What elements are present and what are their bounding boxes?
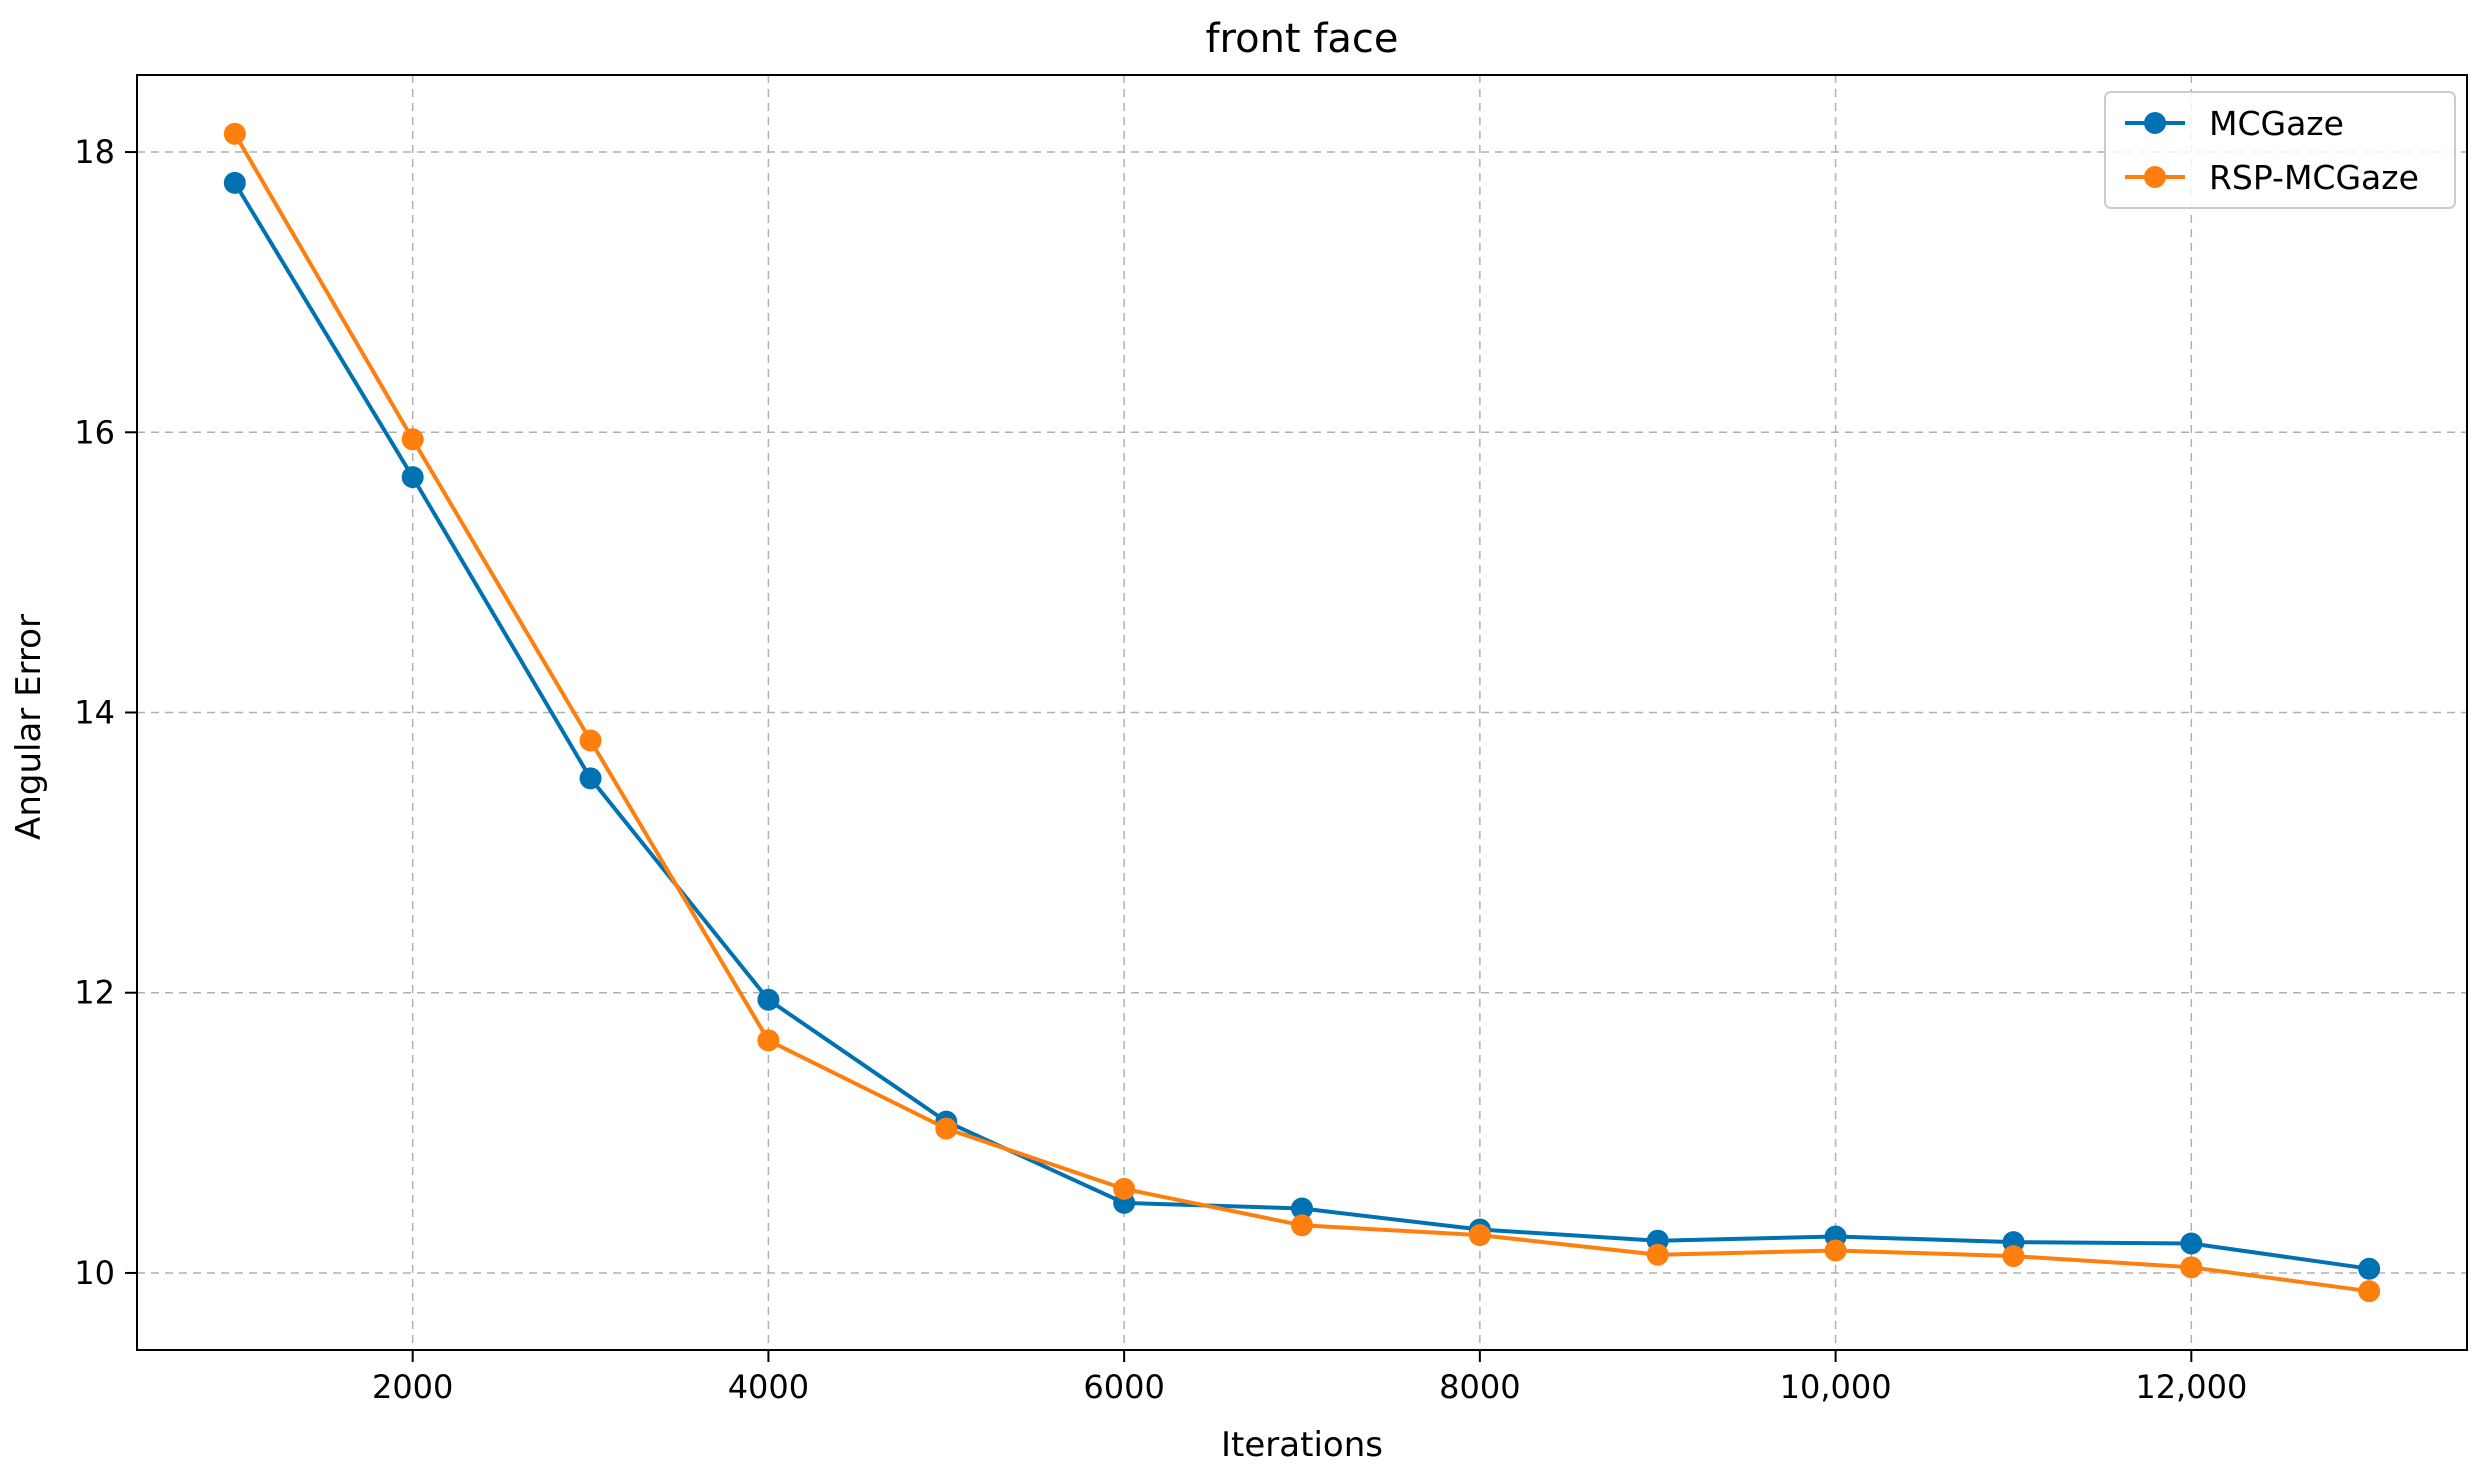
y-axis-label: Angular Error — [9, 614, 49, 840]
x-tick-label: 2000 — [372, 1368, 453, 1406]
y-tick-label: 14 — [74, 694, 115, 732]
data-point — [579, 767, 602, 790]
x-tick-label: 4000 — [728, 1368, 809, 1406]
x-tick-label: 8000 — [1439, 1368, 1520, 1406]
data-point — [2002, 1245, 2025, 1268]
data-point — [579, 729, 602, 752]
data-point — [1646, 1243, 1669, 1266]
data-point — [1113, 1177, 1136, 1200]
x-tick-label: 6000 — [1083, 1368, 1164, 1406]
legend-marker — [2144, 166, 2166, 188]
legend-label: MCGaze — [2209, 104, 2344, 143]
x-axis-label: Iterations — [1221, 1425, 1383, 1465]
data-point — [1468, 1224, 1491, 1247]
data-point — [1291, 1197, 1313, 1220]
x-tick-label: 10,000 — [1780, 1368, 1892, 1406]
x-tick-label: 12,000 — [2135, 1368, 2247, 1406]
data-point — [2358, 1280, 2381, 1303]
y-tick-label: 16 — [74, 413, 115, 451]
data-point — [757, 988, 780, 1011]
data-point — [2180, 1232, 2203, 1255]
y-tick-label: 10 — [74, 1254, 115, 1292]
data-point — [2180, 1256, 2203, 1279]
data-point — [401, 428, 424, 451]
data-point — [1291, 1214, 1313, 1237]
legend-marker — [2144, 112, 2166, 134]
legend-box — [2104, 91, 2456, 209]
legend-label: RSP-MCGaze — [2209, 158, 2419, 197]
ticks-layer: 2000 4000 6000 8000 10,000 12,000 10 12 14 16 18 — [74, 133, 2247, 1406]
data-point — [2358, 1257, 2381, 1280]
chart-title: front face — [1205, 16, 1398, 62]
data-point — [401, 466, 424, 489]
grid-layer — [137, 75, 2467, 1350]
data-point — [757, 1029, 780, 1052]
y-tick-label: 18 — [74, 133, 115, 171]
legend: MCGaze RSP-MCGaze — [2104, 91, 2456, 209]
series-rsp-mcgaze — [223, 122, 2381, 1303]
y-tick-label: 12 — [74, 974, 115, 1012]
data-point — [223, 171, 246, 194]
series-layer — [223, 122, 2381, 1303]
data-point — [1824, 1239, 1847, 1262]
data-point — [223, 122, 246, 145]
data-point — [935, 1117, 958, 1140]
